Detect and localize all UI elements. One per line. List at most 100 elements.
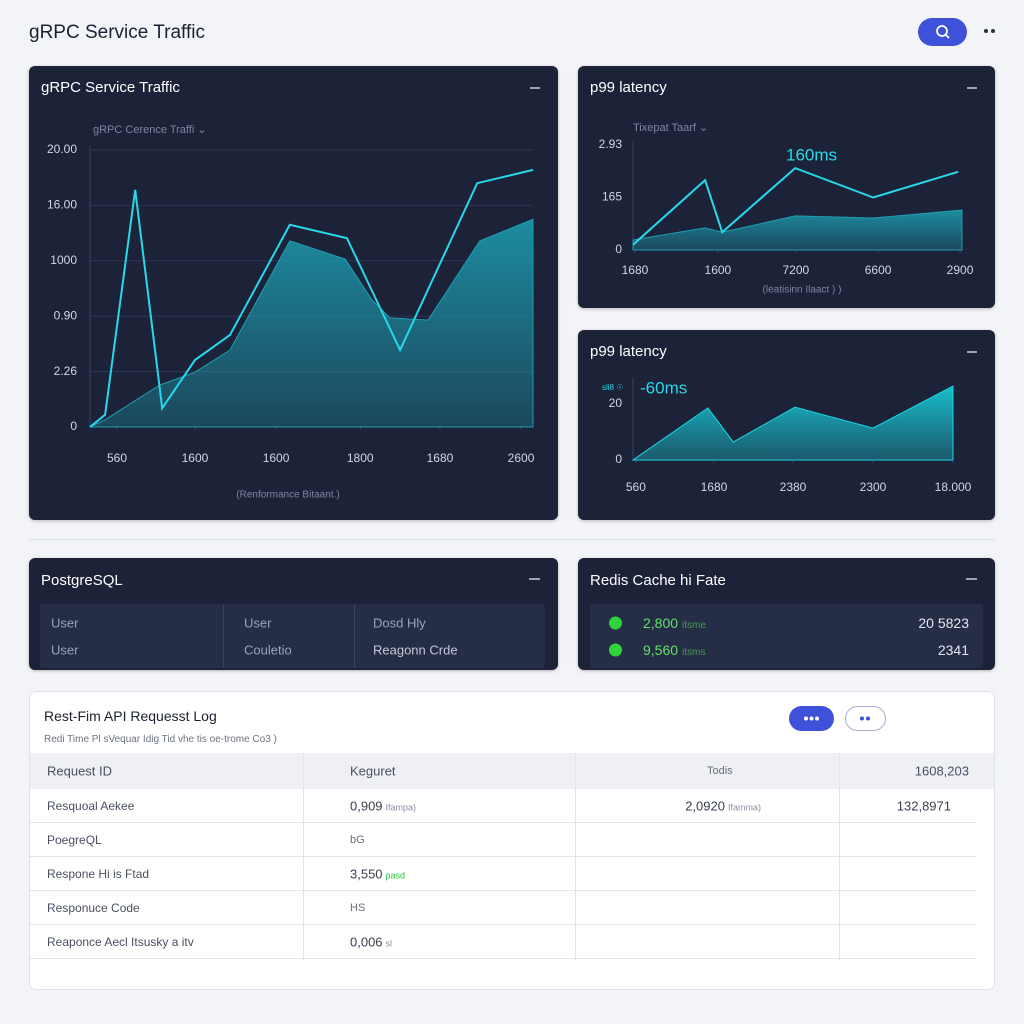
x-tick-label: 6600 <box>865 263 892 277</box>
log-cell: HS <box>350 901 366 914</box>
y-tick-label: 2.93 <box>599 137 623 151</box>
column-header: Request ID <box>47 763 113 779</box>
more-icon <box>984 29 995 33</box>
x-tick-label: 1600 <box>705 263 732 277</box>
y-tick-label: 0 <box>70 419 77 433</box>
column-header: Keguret <box>350 763 396 779</box>
log-action-button[interactable] <box>789 706 834 731</box>
unit: itsms <box>682 647 706 658</box>
redis-panel: Redis Cache hi Fate 2,800 itsme 20 5823 9,5… <box>578 558 995 670</box>
dots-icon <box>860 716 870 721</box>
column-header: Todis <box>707 765 733 777</box>
value: 0,909 <box>350 798 383 813</box>
log-subtitle: Redi Time Pl sVequar Idig Tid vhe tis oe… <box>44 734 277 745</box>
table-cell: Couletio <box>244 642 292 658</box>
x-tick-label: 560 <box>107 451 127 465</box>
chart: p99 latency -60ms sli8 ☉ 0 20 560 1680 2380 2300… <box>590 343 977 494</box>
value: 3,550 <box>350 866 383 881</box>
x-tick-label: 1680 <box>701 480 728 494</box>
redis-table: 2,800 itsme 20 5823 9,560 itsms 2341 <box>590 604 983 668</box>
x-tick-label: 1600 <box>263 451 290 465</box>
y-tick-label: 16.00 <box>47 198 77 212</box>
x-tick-label: 2380 <box>780 480 807 494</box>
log-cell: 3,550 pasd <box>350 866 405 881</box>
status-dot <box>609 616 622 630</box>
annotation-note: sli8 ☉ <box>602 383 623 392</box>
unit: itsme <box>682 620 706 631</box>
log-cell: Resquoal Aekee <box>47 798 135 813</box>
x-tick-label: 18.000 <box>935 480 972 494</box>
log-cell: Responuce Code <box>47 900 140 915</box>
log-cell: PoegreQL <box>47 832 102 847</box>
table-cell: Dosd Hly <box>373 615 426 631</box>
cache-value: 2,800 itsme <box>643 615 706 631</box>
divider <box>29 539 995 540</box>
search-icon <box>936 25 950 39</box>
y-tick-label: 0 <box>615 452 622 466</box>
postgres-panel: PostgreSQL User User Dosd Hly User Couletio R… <box>29 558 558 670</box>
page-title: gRPC Service Traffic <box>29 22 205 43</box>
y-tick-label: 20.00 <box>47 142 77 156</box>
cache-value: 9,560 itsms <box>643 642 705 658</box>
log-cell: 2,0920 Ifamma) <box>685 798 761 813</box>
line <box>89 168 534 428</box>
minimize-icon[interactable] <box>528 574 542 584</box>
y-tick-label: 0 <box>615 242 622 256</box>
unit: pasd <box>385 870 406 880</box>
table-cell: User <box>244 615 272 631</box>
log-cell: Reaponce Aecl Itsusky a itv <box>47 934 194 949</box>
unit: Ifamma) <box>727 802 761 812</box>
column-header: 1608,203 <box>914 763 969 779</box>
x-tick-label: 2900 <box>947 263 974 277</box>
y-tick-label: 0.90 <box>54 308 78 322</box>
x-tick-label: 560 <box>626 480 646 494</box>
minimize-icon[interactable] <box>965 574 979 584</box>
line <box>632 166 959 246</box>
area <box>632 209 963 251</box>
chart-subtitle: gRPC Cerence Traffi ⌄ <box>93 124 207 136</box>
x-tick-label: 2300 <box>860 480 887 494</box>
area <box>631 385 954 461</box>
y-tick-label: 20 <box>609 396 623 410</box>
chart-title: p99 latency <box>590 343 667 360</box>
cache-right: 20 5823 <box>918 615 969 631</box>
chart-title: gRPC Service Traffic <box>41 79 180 96</box>
log-row: PoegreQL bG <box>30 823 976 857</box>
chart-panel: p99 latency -60ms sli8 ☉ 0 20 560 1680 2380 2300… <box>578 330 995 520</box>
log-cell: 0,006 sl <box>350 934 392 949</box>
log-title: Rest-Fim API Requesst Log <box>44 708 217 724</box>
column-divider <box>223 604 224 668</box>
x-axis-label: (leatisinn Ilaact ) ) <box>763 285 842 296</box>
log-cell: bG <box>350 833 365 846</box>
table-cell: User <box>51 642 79 658</box>
x-tick-label: 1800 <box>347 451 374 465</box>
x-tick-label: 1680 <box>427 451 454 465</box>
annotation: 160ms <box>786 145 837 164</box>
value: 2,0920 <box>685 798 725 813</box>
area <box>89 218 534 428</box>
unit: sl <box>385 938 393 948</box>
log-more-button[interactable] <box>845 706 886 731</box>
search-button[interactable] <box>918 18 967 46</box>
x-tick-label: 1600 <box>182 451 209 465</box>
chart: p99 latency Tixepat Taarf ⌄ (leatisinn Ila… <box>590 79 977 296</box>
log-row: Respone Hi is Ftad 3,550 pasd <box>30 857 976 891</box>
y-tick-label: 165 <box>602 190 622 204</box>
table-cell: User <box>51 615 79 631</box>
log-cell: 0,909 Ifampa) <box>350 798 416 813</box>
status-dot <box>609 643 622 657</box>
log-row: Resquoal Aekee 0,909 Ifampa) 2,0920 Ifamma) 1… <box>30 789 976 823</box>
y-tick-label: 2.26 <box>54 364 78 378</box>
unit: Ifampa) <box>385 802 417 812</box>
x-tick-label: 2600 <box>508 451 535 465</box>
log-cell: Respone Hi is Ftad <box>47 866 150 881</box>
panel-title: Redis Cache hi Fate <box>590 572 726 589</box>
log-row: Responuce Code HS <box>30 891 976 925</box>
y-tick-label: 1000 <box>50 253 77 267</box>
value: 9,560 <box>643 642 679 658</box>
log-row: Reaponce Aecl Itsusky a itv 0,006 sl <box>30 925 976 959</box>
log-cell: 132,8971 <box>896 798 951 813</box>
more-button[interactable] <box>982 24 998 36</box>
request-log: Rest-Fim API Requesst Log Redi Time Pl s… <box>29 691 995 990</box>
